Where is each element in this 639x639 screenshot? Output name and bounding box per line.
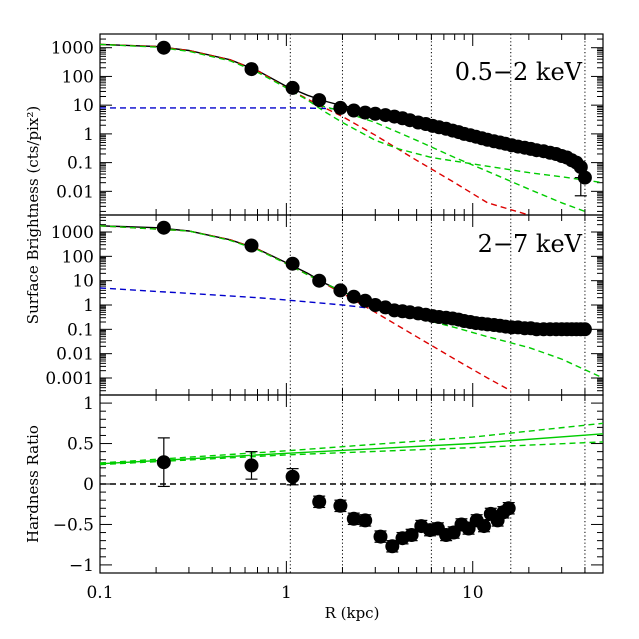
- y-axis-title-surface-brightness: Surface Brightness (cts/pix²): [24, 106, 42, 324]
- data-point-bottom-6: [358, 513, 373, 528]
- data-point-top-2: [285, 80, 300, 95]
- data-point-middle-2: [285, 256, 300, 271]
- data-point-middle-0: [156, 220, 171, 235]
- data-point-bottom-10: [404, 528, 419, 542]
- y-tick-label-middle-1: 100: [62, 247, 94, 267]
- y-tick-label-top-3: 1: [83, 125, 94, 145]
- data-point-top-40: [577, 170, 592, 185]
- y-tick-label-middle-3: 1: [83, 296, 94, 316]
- y-tick-label-top-5: 0.01: [56, 182, 94, 202]
- data-point-middle-4: [333, 283, 348, 298]
- data-point-bottom-1: [244, 458, 259, 473]
- data-point-bottom-7: [373, 529, 388, 544]
- data-point-bottom-23: [501, 501, 516, 516]
- model-line-top-0: [100, 43, 376, 113]
- model-line-top-4: [319, 104, 586, 213]
- plot-area-bottom: [100, 395, 603, 573]
- y-tick-label-middle-0: 1000: [51, 223, 94, 243]
- model-line-top-3: [100, 43, 603, 184]
- data-point-top-1: [244, 62, 259, 77]
- y-tick-label-middle-2: 10: [72, 272, 94, 292]
- panel-label-middle: 2−7 keV: [478, 230, 583, 258]
- data-point-bottom-4: [333, 498, 348, 513]
- y-tick-label-bottom-1: 0.5: [67, 435, 94, 455]
- data-point-top-0: [156, 40, 171, 55]
- y-tick-label-middle-4: 0.1: [67, 320, 94, 340]
- plot-area-top: [100, 34, 603, 215]
- plot-area-middle: [100, 215, 603, 395]
- data-point-middle-3: [312, 273, 327, 288]
- model-line-bottom-1: [100, 422, 603, 464]
- x-axis-title: R (kpc): [325, 604, 380, 622]
- data-point-top-4: [333, 100, 348, 115]
- data-point-bottom-19: [477, 519, 491, 534]
- x-tick-label-2: 10: [462, 583, 484, 603]
- data-point-bottom-2: [285, 469, 300, 484]
- y-tick-label-top-2: 10: [72, 96, 94, 116]
- x-tick-label-1: 1: [281, 583, 292, 603]
- text-layer: 0.5−2 keV 2−7 keV Surface Brightness (ct…: [24, 39, 583, 622]
- data-point-middle-1: [244, 238, 259, 253]
- data-point-bottom-5: [346, 511, 361, 526]
- data-point-bottom-8: [385, 539, 400, 554]
- x-tick-label-0: 0.1: [86, 583, 113, 603]
- data-layer: [100, 34, 603, 573]
- data-point-top-3: [312, 93, 327, 108]
- model-line-bottom-2: [100, 441, 603, 466]
- y-tick-label-bottom-3: −0.5: [53, 515, 94, 535]
- y-tick-label-top-4: 0.1: [67, 154, 94, 174]
- y-tick-label-bottom-2: 0: [83, 475, 94, 495]
- y-tick-label-top-0: 1000: [51, 39, 94, 59]
- data-point-middle-5: [346, 289, 361, 304]
- data-point-bottom-3: [312, 494, 327, 509]
- model-line-middle-1: [100, 225, 512, 392]
- data-point-middle-40: [577, 322, 592, 337]
- y-tick-label-middle-6: 0.001: [45, 369, 94, 389]
- y-tick-label-bottom-4: −1: [69, 556, 94, 576]
- y-tick-label-top-1: 100: [62, 67, 94, 87]
- axes-layer: [99, 33, 604, 574]
- model-line-bottom-0: [100, 433, 603, 465]
- data-point-top-5: [346, 103, 361, 118]
- y-tick-label-middle-5: 0.01: [56, 345, 94, 365]
- panel-label-top: 0.5−2 keV: [455, 58, 583, 86]
- y-tick-label-bottom-0: 1: [83, 394, 94, 414]
- data-point-top-39: [573, 160, 588, 175]
- data-point-bottom-0: [156, 455, 171, 470]
- y-axis-title-hardness-ratio: Hardness Ratio: [24, 425, 42, 543]
